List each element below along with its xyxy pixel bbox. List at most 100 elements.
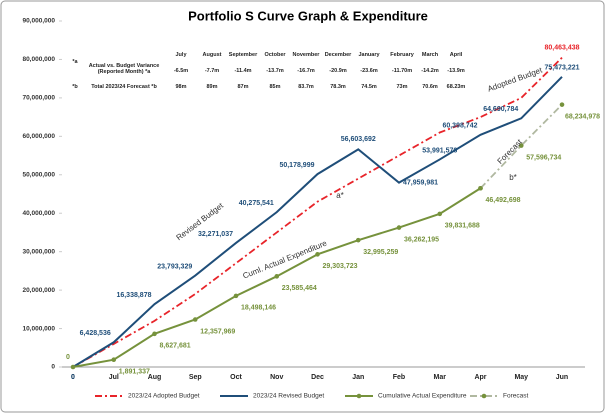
y-tick-label: 10,000,000: [22, 325, 55, 332]
point-marker: [274, 274, 280, 279]
point-marker: [355, 237, 361, 243]
table-cell: -7.7m: [204, 68, 220, 74]
table-cell: 70.6m: [422, 84, 438, 90]
data-label: 47,959,981: [403, 179, 438, 186]
y-tick-label: 0: [51, 364, 55, 371]
table-cell: 78.3m: [330, 84, 346, 90]
table-cell: 89m: [206, 84, 218, 90]
table-header: September: [228, 52, 258, 58]
point-marker: [315, 252, 320, 257]
data-label: 0: [66, 354, 70, 361]
table-cell: -14.2m: [421, 68, 439, 74]
data-label: 29,303,723: [323, 263, 358, 270]
table-header: October: [264, 52, 286, 58]
legend-label: Cumulative Actual Expenditure: [378, 393, 467, 400]
data-label: 39,831,688: [445, 223, 480, 230]
y-tick-label: 30,000,000: [22, 248, 55, 255]
y-tick-label: 70,000,000: [22, 95, 55, 102]
data-label: 64,690,784: [483, 106, 518, 113]
data-label: 23,585,464: [282, 285, 317, 292]
legend-label: 2023/24 Revised Budget: [253, 393, 324, 400]
x-tick-label: Jan: [352, 374, 364, 381]
table-cell: -11.70m: [391, 68, 413, 74]
table-cell: -13.7m: [266, 68, 284, 74]
data-label: 40,275,541: [239, 200, 274, 207]
data-label: 18,498,146: [241, 305, 276, 312]
x-tick-label: Dec: [311, 374, 324, 381]
point-marker: [437, 211, 443, 217]
table-header: April: [449, 52, 463, 58]
table-header: February: [390, 52, 414, 58]
table-cell: -13.9m: [447, 68, 465, 74]
point-marker: [70, 364, 76, 370]
x-tick-label: Apr: [474, 374, 486, 381]
table-cell: 85m: [269, 84, 281, 90]
data-label: 53,991,576: [422, 147, 457, 154]
point-marker: [111, 357, 117, 363]
y-tick-label: 90,000,000: [22, 18, 55, 25]
table-cell: 74.5m: [361, 84, 377, 90]
row-marker: *a: [72, 59, 78, 65]
data-label: 57,596,734: [526, 154, 561, 161]
row-label: Actual vs. Budget Variance (Reported Mon…: [88, 63, 160, 75]
data-label: 50,178,999: [279, 162, 314, 169]
y-tick-label: 60,000,000: [22, 133, 55, 140]
table-header: January: [358, 52, 380, 58]
legend-label: Forecast: [503, 393, 528, 400]
table-cell: 73m: [396, 84, 408, 90]
row-marker: *b: [72, 84, 78, 90]
row-label: Total 2023/24 Forecast *b: [91, 84, 157, 90]
data-label: 60,398,742: [442, 123, 477, 130]
data-label: 36,262,195: [404, 236, 439, 243]
data-label: 75,473,221: [544, 65, 579, 72]
x-tick-label: Jun: [556, 374, 568, 381]
x-tick-label: Aug: [148, 374, 162, 381]
y-tick-label: 50,000,000: [22, 171, 55, 178]
table-header: November: [292, 52, 320, 58]
table-header: July: [175, 52, 187, 58]
table-cell: -20.9m: [329, 68, 347, 74]
data-label: 16,338,878: [116, 292, 151, 299]
point-marker: [518, 143, 524, 148]
data-label: 46,492,698: [486, 197, 521, 204]
table-header: March: [421, 52, 439, 58]
point-marker: [396, 225, 402, 230]
x-tick-label: 0: [71, 374, 75, 381]
table-cell: 87m: [237, 84, 249, 90]
table-cell: -11.4m: [234, 68, 252, 74]
x-tick-label: May: [514, 374, 528, 381]
point-marker: [233, 293, 239, 299]
annotation: a*: [336, 191, 344, 200]
table-cell: -6.5m: [173, 68, 189, 74]
data-label: 12,357,969: [200, 328, 235, 335]
legend-marker: [481, 393, 487, 399]
data-label: 68,234,978: [565, 114, 600, 121]
point-marker: [559, 102, 565, 107]
data-label: 32,995,259: [363, 249, 398, 256]
table-cell: 98m: [175, 84, 187, 90]
x-tick-label: Mar: [434, 374, 447, 381]
data-label: 8,627,681: [160, 343, 191, 350]
legend-label: 2023/24 Adopted Budget: [128, 393, 200, 400]
table-cell: 83.7m: [298, 84, 314, 90]
point-marker: [478, 185, 483, 191]
table-header: December: [324, 52, 352, 58]
x-tick-label: Jul: [109, 374, 119, 381]
table-cell: -16.7m: [297, 68, 315, 74]
data-label: 0: [71, 374, 75, 381]
table-cell: -23.6m: [360, 68, 378, 74]
data-label: 56,603,692: [341, 136, 376, 143]
series-line: [72, 57, 563, 368]
point-marker: [152, 331, 157, 337]
x-tick-label: Nov: [270, 374, 283, 381]
series-line: [72, 76, 563, 368]
data-label: 1,891,337: [119, 369, 150, 376]
data-label: 23,793,329: [157, 263, 192, 270]
y-tick-label: 80,000,000: [22, 56, 55, 63]
point-marker: [192, 317, 198, 322]
data-label: 6,428,536: [80, 330, 111, 337]
table-header: August: [202, 52, 222, 58]
